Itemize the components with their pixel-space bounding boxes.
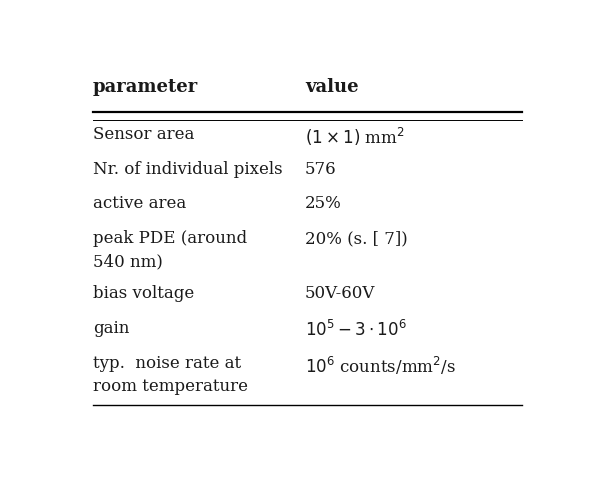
Text: gain: gain <box>93 320 129 337</box>
Text: active area: active area <box>93 195 186 213</box>
Text: $10^6$ counts/mm$^2$/s: $10^6$ counts/mm$^2$/s <box>305 355 456 377</box>
Text: 20% (s. [ 7]): 20% (s. [ 7]) <box>305 230 408 247</box>
Text: 576: 576 <box>305 161 337 178</box>
Text: bias voltage: bias voltage <box>93 285 194 302</box>
Text: value: value <box>305 78 359 96</box>
Text: parameter: parameter <box>93 78 198 96</box>
Text: 25%: 25% <box>305 195 342 213</box>
Text: Nr. of individual pixels: Nr. of individual pixels <box>93 161 283 178</box>
Text: 50V-60V: 50V-60V <box>305 285 375 302</box>
Text: $(1 \times 1)$ mm$^2$: $(1 \times 1)$ mm$^2$ <box>305 126 405 148</box>
Text: Sensor area: Sensor area <box>93 126 194 143</box>
Text: $10^5 - 3 \cdot 10^6$: $10^5 - 3 \cdot 10^6$ <box>305 320 407 340</box>
Text: typ.  noise rate at
room temperature: typ. noise rate at room temperature <box>93 355 248 395</box>
Text: peak PDE (around
540 nm): peak PDE (around 540 nm) <box>93 230 247 271</box>
